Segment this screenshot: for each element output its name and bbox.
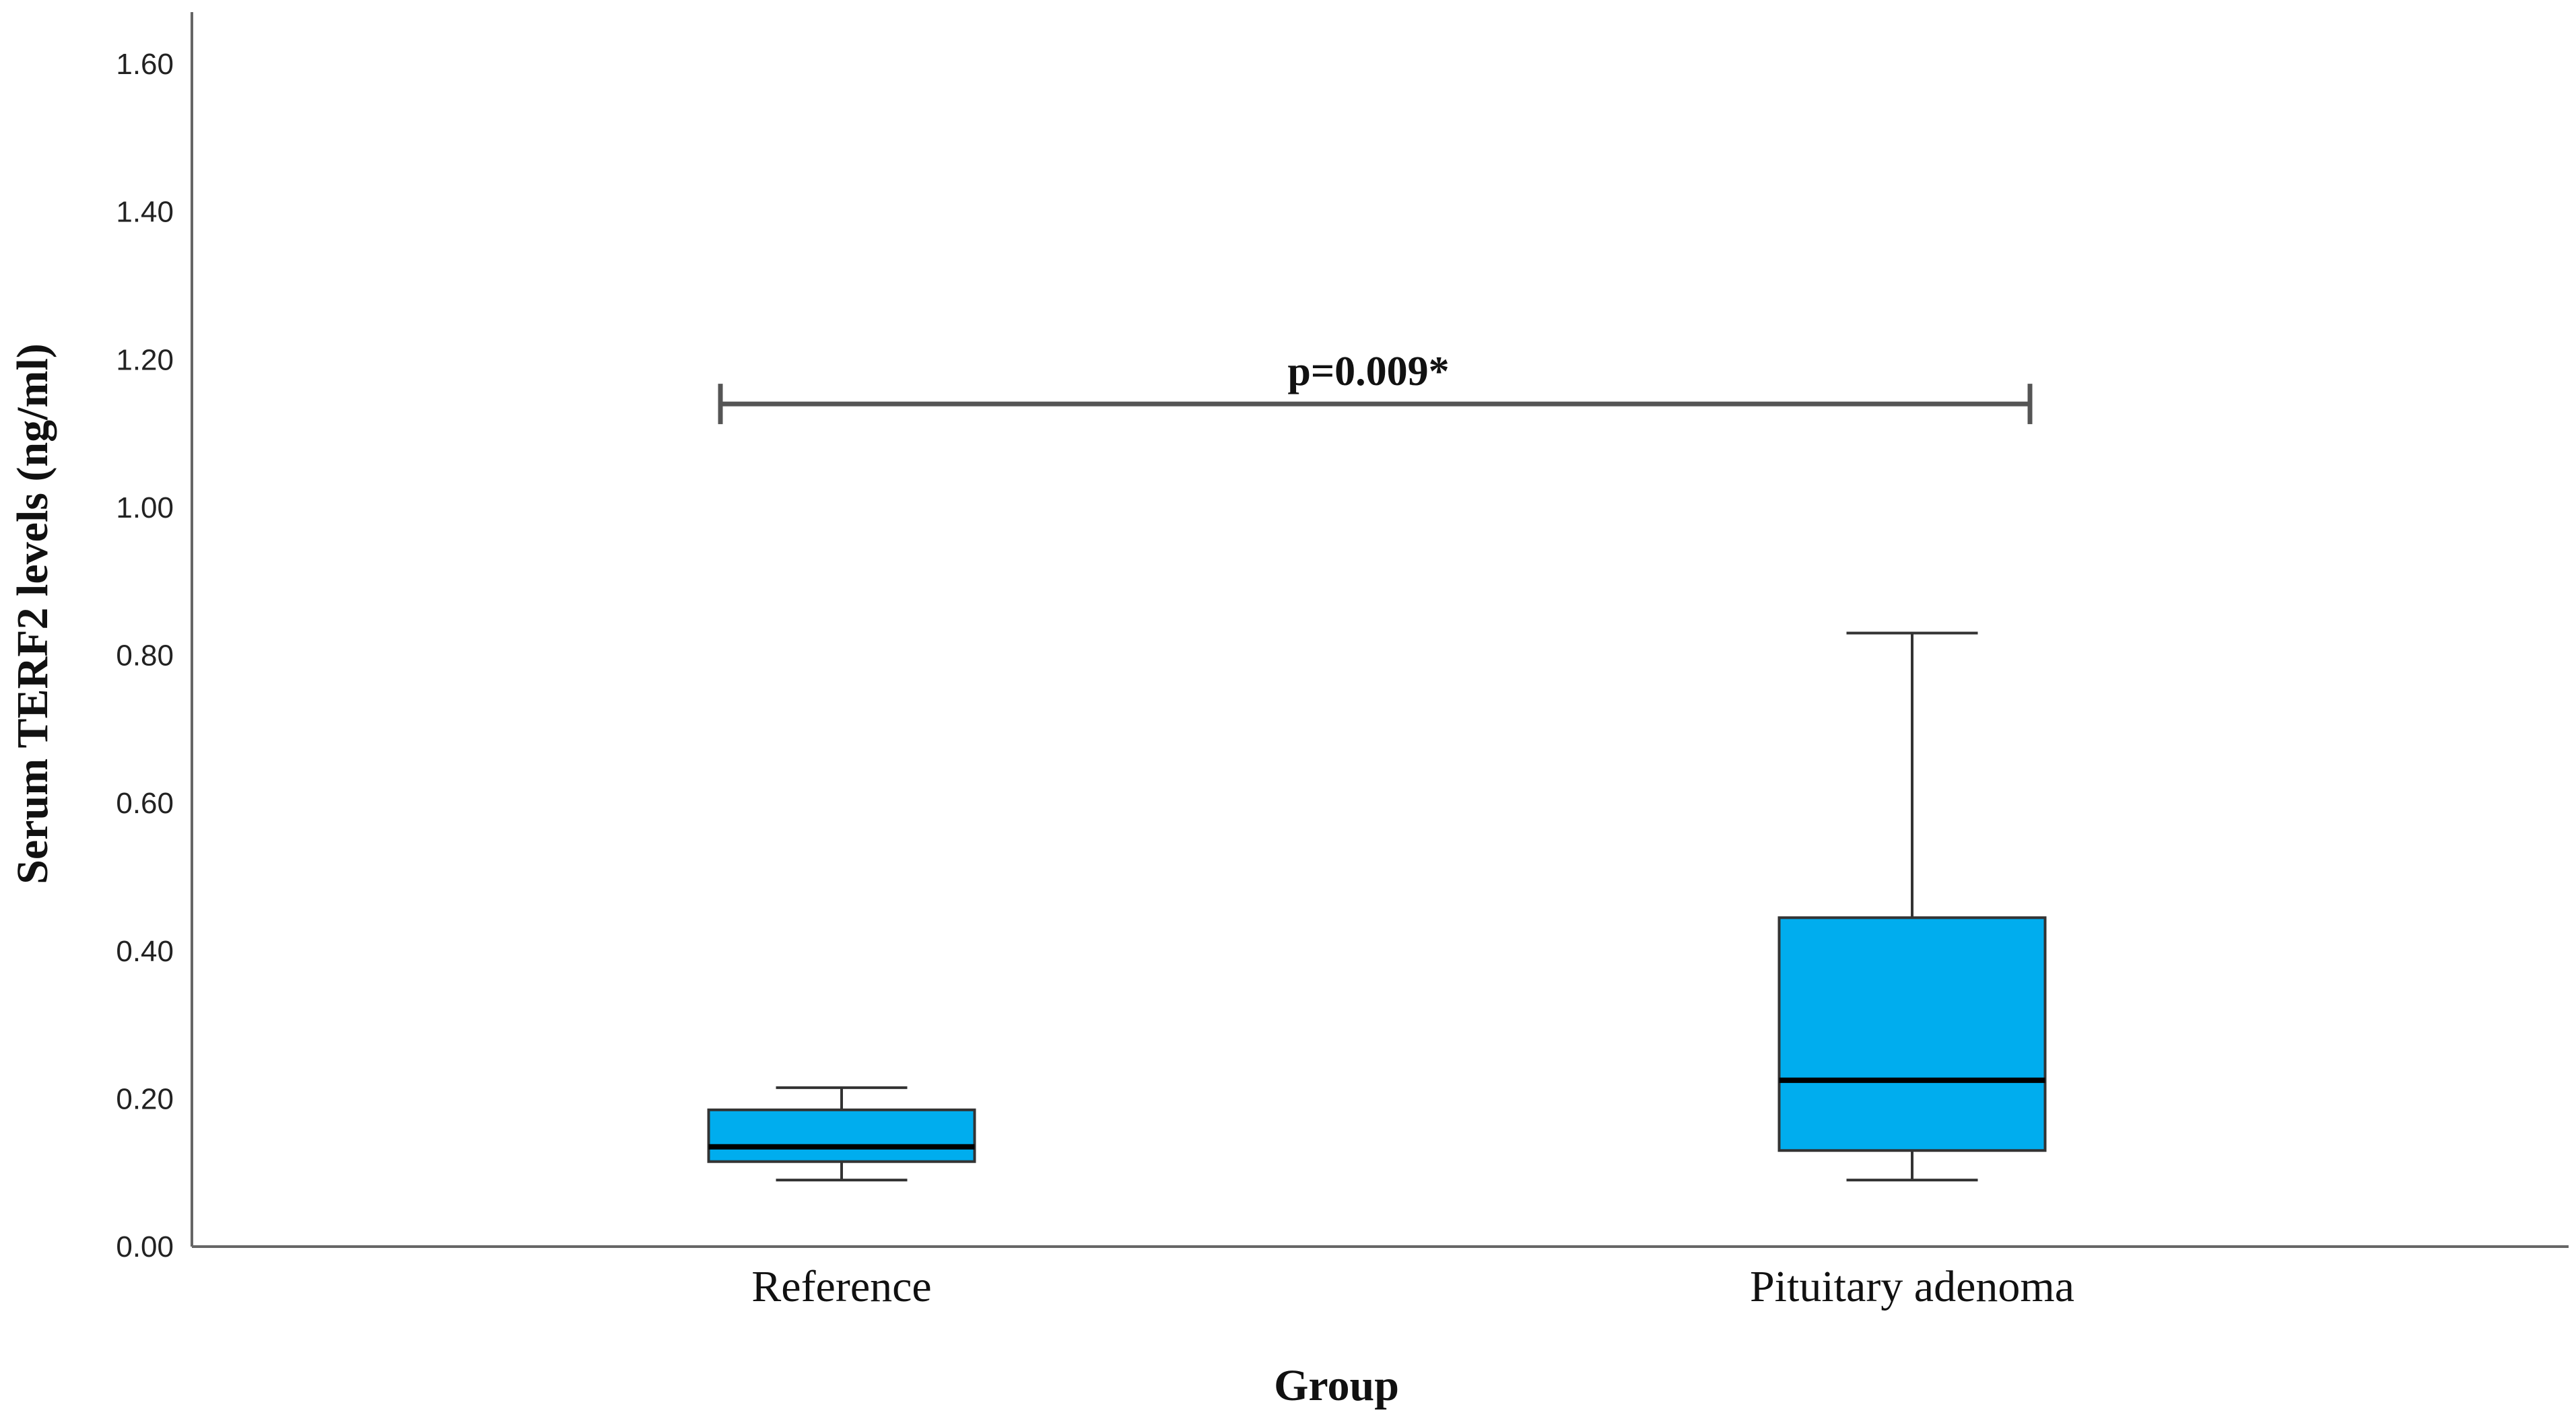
axes — [191, 12, 2569, 1248]
y-tick-label: 1.20 — [116, 343, 174, 376]
box-0 — [707, 1086, 976, 1182]
x-axis-title: Group — [1274, 1361, 1399, 1410]
y-tick-label: 0.60 — [116, 787, 174, 820]
iqr-box — [1777, 916, 2047, 1152]
x-category-labels: Reference Pituitary adenoma — [751, 1262, 2074, 1311]
iqr-box — [707, 1108, 976, 1163]
significance-annotation: p=0.009* — [718, 349, 2033, 425]
y-tick-label: 1.00 — [116, 491, 174, 524]
x-category-label: Reference — [751, 1262, 931, 1311]
x-category-label: Pituitary adenoma — [1750, 1262, 2074, 1311]
y-tick-label: 0.40 — [116, 935, 174, 968]
y-tick-label: 0.20 — [116, 1082, 174, 1115]
y-tick-label: 0.80 — [116, 639, 174, 672]
y-tick-label: 0.00 — [116, 1230, 174, 1263]
boxes — [707, 631, 2047, 1182]
p-value-label: p=0.009* — [1287, 349, 1449, 394]
y-tick-label: 1.40 — [116, 196, 174, 229]
box-1 — [1777, 631, 2047, 1182]
y-tick-label: 1.60 — [116, 48, 174, 81]
y-axis-title: Serum TERF2 levels (ng/ml) — [8, 343, 57, 884]
y-tick-labels: 0.00 0.20 0.40 0.60 0.80 1.00 1.20 1.40 1.60 — [116, 48, 174, 1263]
